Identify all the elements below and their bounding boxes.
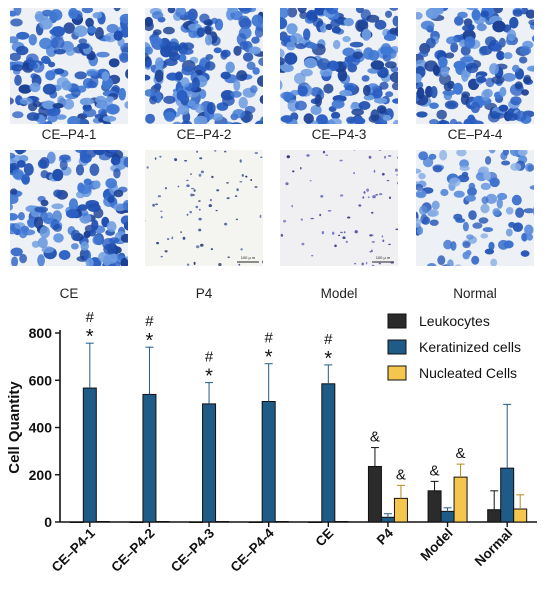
micrograph-1 bbox=[10, 8, 128, 124]
bar bbox=[453, 476, 468, 523]
bar bbox=[69, 521, 84, 523]
legend-label: Nucleated Cells bbox=[419, 365, 517, 381]
legend-swatch bbox=[387, 313, 407, 329]
significance-mark: # bbox=[86, 309, 95, 326]
micrograph-caption: P4 bbox=[195, 286, 213, 301]
legend-label: Keratinized cells bbox=[419, 339, 521, 355]
bar bbox=[487, 509, 502, 523]
micrograph-caption: Model bbox=[320, 286, 358, 301]
bar bbox=[82, 387, 97, 523]
significance-mark: # bbox=[265, 330, 274, 347]
micrograph-image bbox=[10, 150, 128, 266]
bar bbox=[155, 521, 170, 523]
bar bbox=[129, 521, 144, 523]
bar bbox=[393, 497, 408, 523]
micrograph-image: 100 μ m bbox=[145, 150, 263, 266]
significance-mark: * bbox=[265, 347, 273, 369]
legend-label: Leukocytes bbox=[419, 313, 490, 329]
micrograph-image bbox=[10, 8, 128, 124]
micrograph-caption: CE–P4-3 bbox=[311, 127, 367, 142]
significance-mark: # bbox=[324, 331, 333, 348]
significance-mark: & bbox=[456, 445, 466, 462]
y-tick-label: 400 bbox=[29, 420, 53, 436]
micrograph-6: 100 μ m bbox=[145, 150, 263, 266]
bar bbox=[261, 401, 276, 523]
micrograph-caption: CE–P4-2 bbox=[176, 127, 232, 142]
micrograph-5 bbox=[10, 150, 128, 266]
bar bbox=[248, 521, 263, 523]
y-tick-label: 200 bbox=[29, 467, 53, 483]
bar bbox=[308, 521, 323, 523]
micrograph-image bbox=[145, 8, 263, 124]
significance-mark: & bbox=[370, 429, 380, 446]
bar bbox=[142, 393, 157, 523]
significance-mark: * bbox=[205, 366, 213, 388]
bar bbox=[500, 467, 515, 523]
bar bbox=[380, 516, 395, 523]
x-tick-label: P4 bbox=[374, 525, 397, 548]
scale-bar-label: 100 μ m bbox=[376, 255, 391, 260]
x-tick-label: Model bbox=[418, 526, 456, 564]
bar bbox=[202, 403, 217, 523]
micrograph-image bbox=[416, 150, 534, 266]
y-tick-label: 800 bbox=[29, 325, 53, 341]
bar bbox=[274, 521, 289, 523]
micrograph-8 bbox=[416, 150, 534, 266]
x-tick-label: CE–P4-3 bbox=[168, 525, 218, 575]
micrograph-caption: Normal bbox=[453, 286, 497, 301]
micrograph-image: 100 μ m bbox=[280, 150, 398, 266]
x-tick-label: CE–P4-4 bbox=[227, 525, 277, 575]
bar bbox=[440, 510, 455, 523]
scale-bar-label: 100 μ m bbox=[241, 255, 256, 260]
significance-mark: & bbox=[396, 466, 406, 483]
x-tick-label: CE–P4-2 bbox=[108, 526, 157, 575]
bar bbox=[513, 508, 528, 523]
micrograph-3 bbox=[280, 8, 398, 124]
y-tick-label: 0 bbox=[44, 514, 52, 530]
micrograph-caption: CE–P4-1 bbox=[41, 127, 97, 142]
x-tick-label: CE–P4-1 bbox=[49, 525, 99, 575]
bar bbox=[215, 521, 230, 523]
bar bbox=[367, 465, 382, 523]
micrograph-caption: CE bbox=[59, 286, 79, 301]
micrograph-7: 100 μ m bbox=[280, 150, 398, 266]
micrograph-caption: CE–P4-4 bbox=[447, 127, 503, 142]
micrograph-image bbox=[416, 8, 534, 124]
y-tick-label: 600 bbox=[29, 372, 53, 388]
significance-mark: * bbox=[146, 330, 154, 352]
significance-mark: # bbox=[145, 313, 154, 330]
cell-quantity-chart: 0 200 400 600 800 Cell Quantity CE–P4-1 CE–P4-2… bbox=[6, 309, 537, 575]
bar bbox=[334, 521, 349, 523]
bar bbox=[427, 490, 442, 523]
micrograph-grid: CE–P4-1 CE–P4-2 CE–P4-3 CE–P4-4 CE 100 μ m P4 1… bbox=[10, 8, 534, 301]
micrograph-4 bbox=[416, 8, 534, 124]
legend-swatch bbox=[387, 365, 407, 381]
significance-mark: & bbox=[430, 462, 440, 479]
significance-mark: * bbox=[324, 348, 332, 370]
x-tick-label: Normal bbox=[472, 526, 515, 569]
legend-swatch bbox=[387, 339, 407, 355]
micrograph-2 bbox=[145, 8, 263, 124]
bar bbox=[189, 521, 204, 523]
micrograph-image bbox=[280, 8, 398, 124]
significance-mark: * bbox=[86, 326, 94, 348]
x-tick-label: CE bbox=[313, 526, 337, 550]
bar bbox=[95, 521, 110, 523]
y-axis-label: Cell Quantity bbox=[6, 381, 23, 474]
significance-mark: # bbox=[205, 349, 214, 366]
bar bbox=[321, 383, 336, 523]
